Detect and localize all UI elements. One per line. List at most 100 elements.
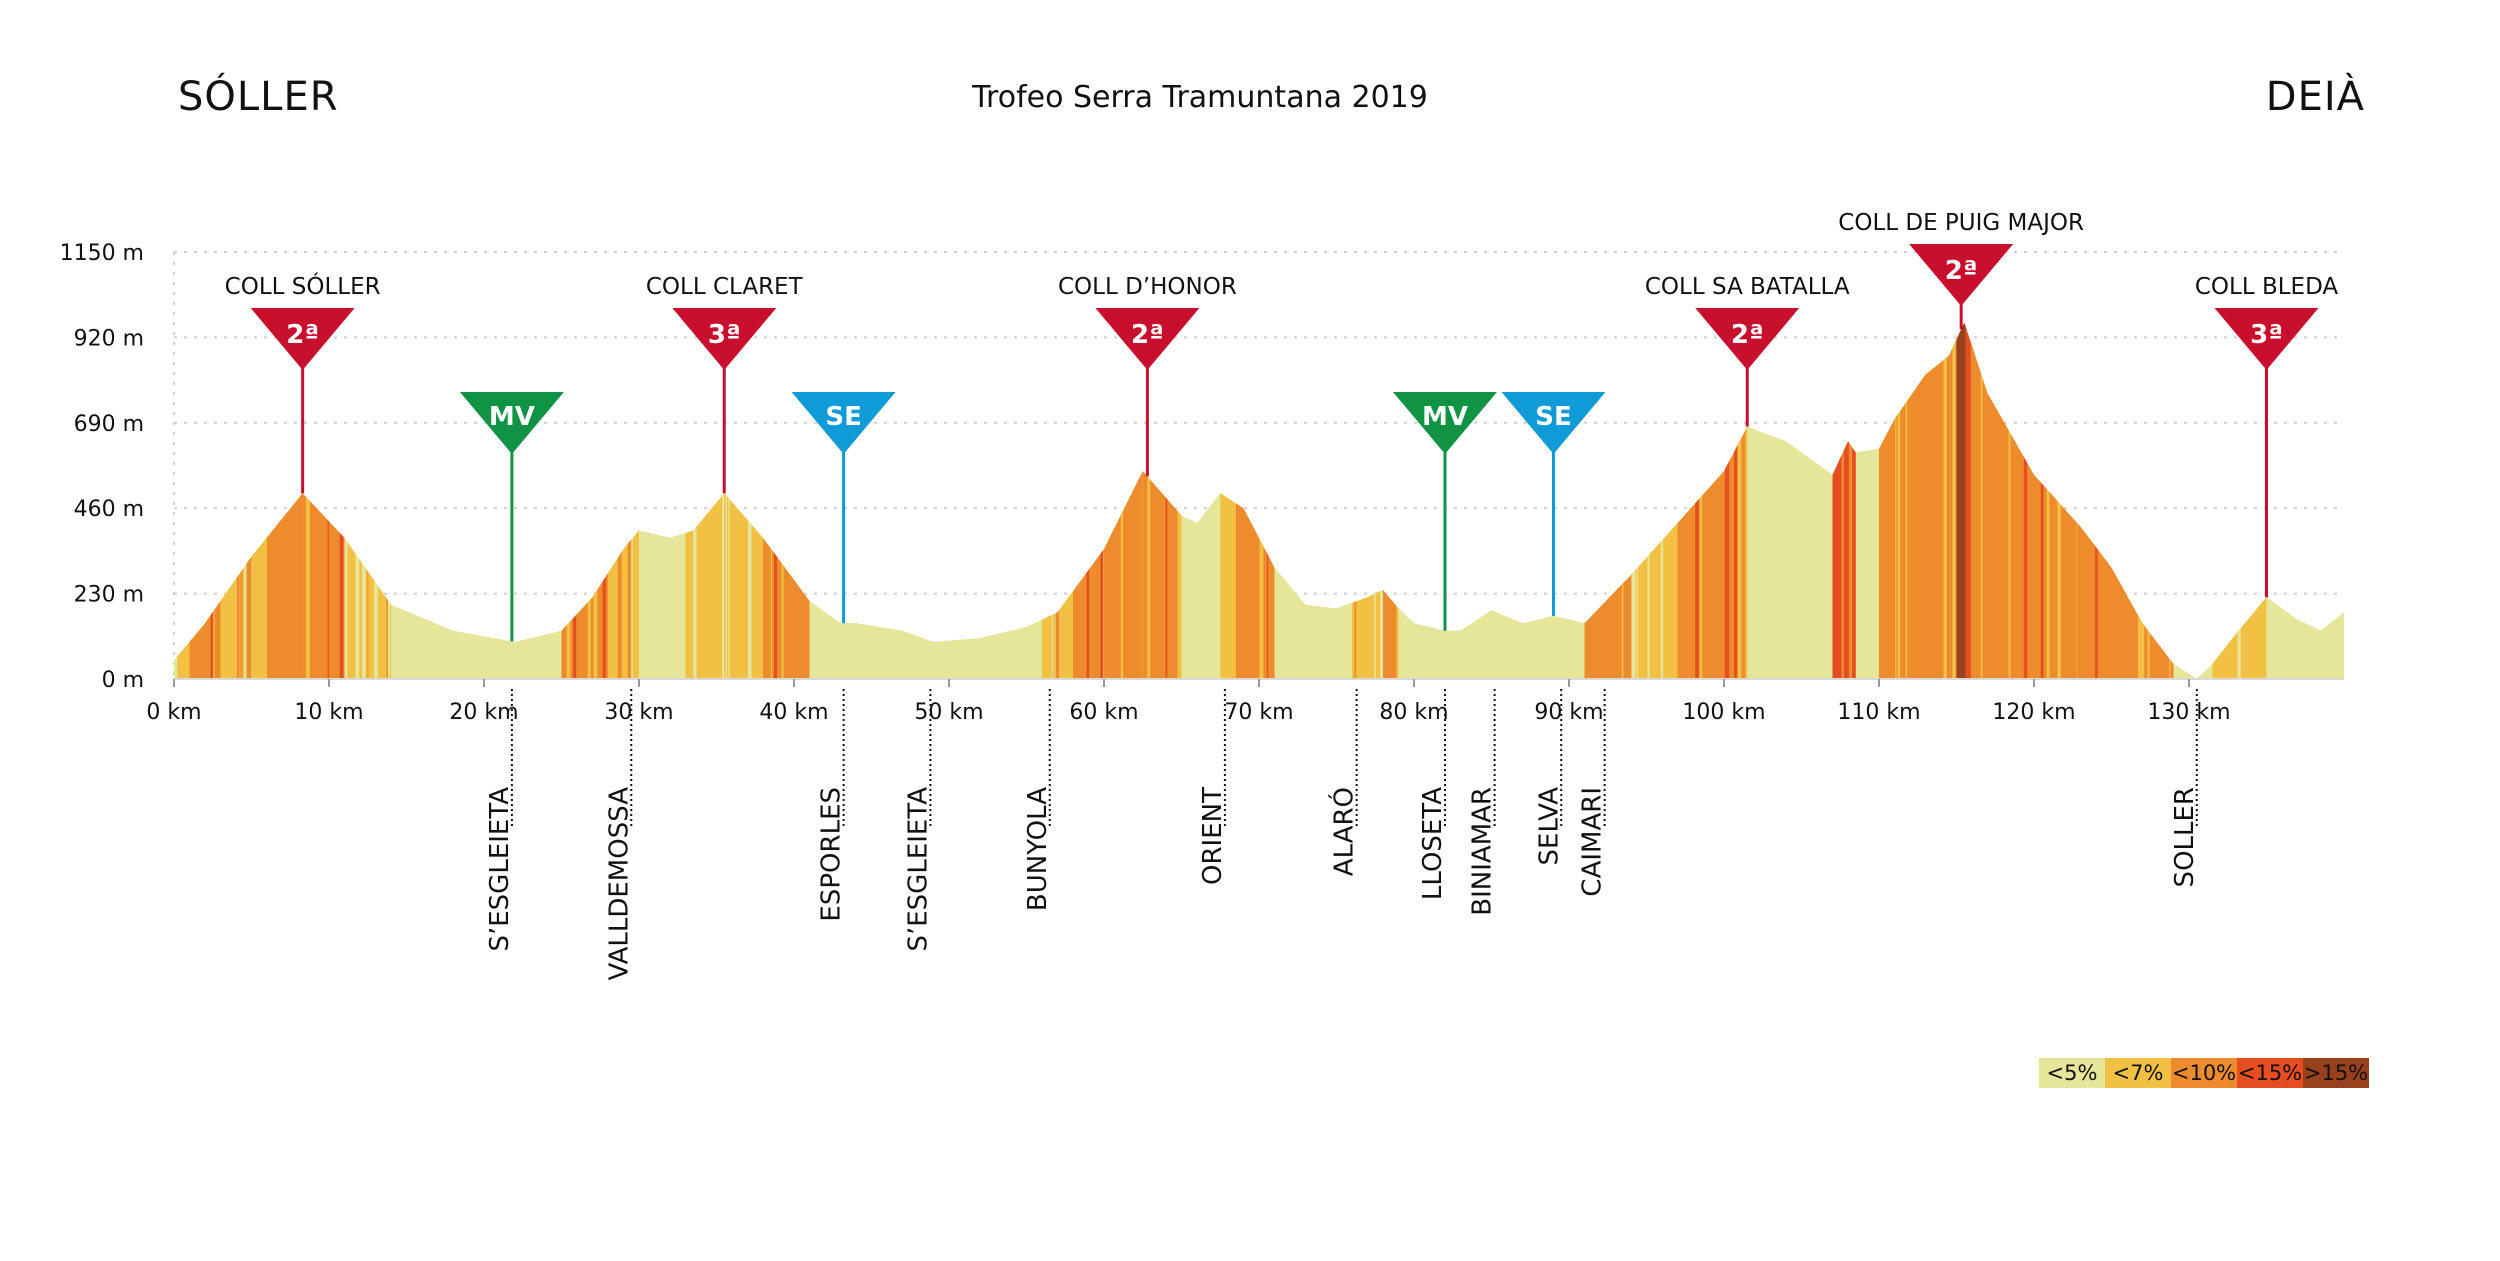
gradient-streak xyxy=(1647,322,1650,679)
gradient-streak xyxy=(1854,322,1857,679)
climb-category-triangle xyxy=(1695,308,1800,370)
x-tick-label: 30 km xyxy=(604,700,673,725)
legend-item: <7% xyxy=(2105,1058,2171,1088)
y-tick-label: 1150 m xyxy=(60,241,144,266)
gradient-streak xyxy=(214,322,217,679)
climb-category: 2ª xyxy=(1945,256,1978,286)
gradient-streak xyxy=(316,322,319,679)
gradient-streak xyxy=(1120,322,1123,679)
gradient-streak xyxy=(1970,322,1975,679)
gradient-streak xyxy=(1128,322,1132,679)
gradient-streak xyxy=(2223,322,2225,679)
x-tick-label: 110 km xyxy=(1837,700,1920,725)
gradient-streak xyxy=(2023,322,2028,679)
gradient-streak xyxy=(1699,322,1703,679)
town-name: LLOSETA xyxy=(1418,787,1448,900)
gradient-band xyxy=(2173,322,2213,679)
gradient-streak xyxy=(313,322,316,679)
gradient-streak xyxy=(1055,322,1060,679)
climb-category-triangle xyxy=(2214,308,2319,370)
gradient-streak xyxy=(1929,322,1931,679)
gradient-streak xyxy=(761,322,763,679)
gradient-streak xyxy=(1108,322,1112,679)
gradient-streak xyxy=(617,322,622,679)
gradient-streak xyxy=(2074,322,2077,679)
sprint-triangle xyxy=(1393,392,1497,454)
climb-category: 3ª xyxy=(708,320,741,350)
town-marker: S’ESGLEIETA xyxy=(485,689,515,952)
gradient-band xyxy=(2212,322,2267,679)
y-tick-label: 690 m xyxy=(74,412,144,437)
x-tick-label: 60 km xyxy=(1069,700,1138,725)
gradient-streak xyxy=(2060,322,2064,679)
x-tick-label: 90 km xyxy=(1534,700,1603,725)
x-axis: 0 km 10 km 20 km 30 km 40 km 50 km 60 km 70 km 8… xyxy=(146,679,2231,725)
gradient-streak xyxy=(1251,322,1255,679)
legend-swatch xyxy=(2105,1058,2171,1088)
gradient-streak xyxy=(1386,322,1388,679)
town-marker: BUNYOLA xyxy=(1023,689,1053,911)
gradient-streak xyxy=(1374,322,1376,679)
gradient-streak xyxy=(1631,322,1636,679)
gradient-streak xyxy=(236,322,240,679)
gradient-streak xyxy=(1691,322,1693,679)
gradient-streak xyxy=(1918,322,1920,679)
x-tick-label: 120 km xyxy=(1992,700,2075,725)
gradient-streak xyxy=(305,322,310,679)
gradient-streak xyxy=(223,322,225,679)
gradient-streak xyxy=(1266,322,1269,679)
sprint-marker: SE xyxy=(1501,392,1606,616)
gradient-streak xyxy=(722,322,725,679)
climb-name: COLL D’HONOR xyxy=(1058,274,1237,300)
gradient-streak xyxy=(1054,322,1057,679)
gradient-streak xyxy=(2157,322,2161,679)
town-name: SOLLER xyxy=(2170,787,2200,887)
climb-category: 2ª xyxy=(286,320,319,350)
gradient-streak xyxy=(1959,322,1963,679)
gradient-streak xyxy=(1222,322,1225,679)
climb-marker: 2ª COLL SÓLLER xyxy=(225,272,381,494)
town-marker: BINIAMAR xyxy=(1468,689,1498,916)
end-town: DEIÀ xyxy=(2265,74,2365,120)
gradient-streak xyxy=(793,322,796,679)
gradient-streak xyxy=(566,322,571,679)
gradient-streak xyxy=(1639,322,1643,679)
gradient-streak xyxy=(329,322,331,679)
gradient-band xyxy=(1181,322,1221,679)
town-marker: ESPORLES xyxy=(817,689,847,922)
y-tick-label: 0 m xyxy=(102,668,144,693)
y-tick-label: 230 m xyxy=(74,583,144,608)
legend-item: <10% xyxy=(2171,1058,2237,1088)
gradient-band xyxy=(1274,322,1352,679)
gradient-streak xyxy=(1919,322,1923,679)
gradient-streak xyxy=(1613,322,1617,679)
gradient-streak xyxy=(1165,322,1168,679)
gradient-streak xyxy=(747,322,752,679)
town-name: BINIAMAR xyxy=(1468,787,1498,916)
sprint-triangle xyxy=(459,392,564,454)
gradient-streak xyxy=(1649,322,1654,679)
gradient-streak xyxy=(2040,322,2045,679)
x-tick-label: 70 km xyxy=(1224,700,1293,725)
gradient-streak xyxy=(339,322,344,679)
gradient-streak xyxy=(2138,322,2142,679)
town-name: VALLDEMOSSA xyxy=(604,787,634,981)
gradient-streak xyxy=(1367,322,1371,679)
gradient-streak xyxy=(374,322,378,679)
x-tick-label: 80 km xyxy=(1379,700,1448,725)
town-name: S’ESGLEIETA xyxy=(485,787,515,952)
gradient-band xyxy=(189,322,221,679)
y-tick-label: 460 m xyxy=(74,497,144,522)
y-axis-ticks: 0 m 230 m 460 m 690 m 920 m 1150 m xyxy=(60,241,144,693)
gradient-streak xyxy=(2091,322,2094,679)
gradient-streak xyxy=(2217,322,2219,679)
gradient-streak xyxy=(770,322,773,679)
climb-marker: 3ª COLL BLEDA xyxy=(2195,274,2338,598)
gradient-streak xyxy=(2088,322,2091,679)
gradient-streak xyxy=(379,322,382,679)
gradient-streak xyxy=(1093,322,1097,679)
gradient-streak xyxy=(1886,322,1888,679)
gradient-streak xyxy=(1980,322,1983,679)
gradient-streak xyxy=(2152,322,2156,679)
